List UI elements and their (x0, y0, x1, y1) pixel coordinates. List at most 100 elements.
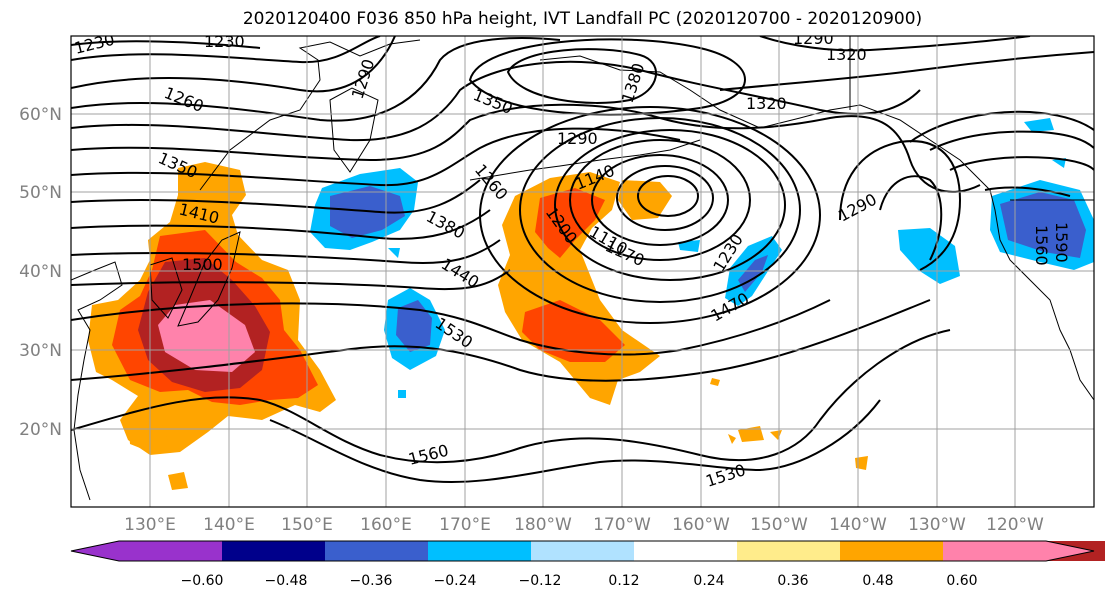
lon-label: 130°E (124, 515, 176, 535)
lon-label: 180°W (514, 515, 572, 535)
colorbar-bin (325, 541, 428, 561)
lon-label: 160°W (672, 515, 730, 535)
height-contour (616, 165, 714, 231)
border-us-canada (849, 36, 1094, 201)
height-contour (71, 269, 511, 291)
contour-label: 1290 (557, 129, 598, 148)
colorbar-tick-label: 0.12 (608, 573, 639, 589)
contour-label: 1500 (182, 255, 223, 274)
height-contour (839, 140, 962, 271)
ivt-positive-region-central-inner (535, 188, 605, 258)
colorbar-tick-label: 0.48 (862, 573, 893, 589)
colorbar-tick-label: 0.24 (693, 573, 724, 589)
height-contour (71, 239, 501, 265)
height-contour (984, 186, 1071, 197)
height-contour (71, 36, 396, 93)
height-contour (879, 175, 943, 261)
lat-label: 60°N (19, 105, 62, 125)
lat-label: 40°N (19, 262, 62, 282)
coastline-asia (71, 261, 123, 501)
colorbar-tick-labels: −0.60 −0.48 −0.36 −0.24 −0.12 0.12 0.24 … (181, 573, 978, 589)
height-contour (71, 179, 481, 214)
height-contour (71, 127, 681, 187)
lon-label: 150°E (281, 515, 333, 535)
contour-label: 1320 (826, 45, 867, 64)
colorbar-bin (840, 541, 943, 561)
ivt-negative-region-midpacific-core (396, 300, 432, 352)
lat-label: 20°N (19, 420, 62, 440)
coastline-siberia (199, 39, 421, 191)
height-contour (554, 129, 786, 281)
height-contour (468, 38, 746, 116)
colorbar-outline (70, 540, 1095, 562)
map-gridlines (71, 36, 1094, 507)
colorbar-tick-label: −0.48 (265, 573, 308, 589)
lon-label: 120°W (986, 515, 1044, 535)
colorbar-bin (634, 541, 737, 561)
longitude-labels: 130°E 140°E 150°E 160°E 170°E 180°W 170°… (124, 515, 1044, 535)
coastline-north-america (989, 189, 1094, 401)
height-contour (71, 40, 261, 49)
coastlines (71, 36, 1094, 501)
ivt-negative-region-pnw (898, 228, 960, 284)
height-contour (479, 106, 821, 324)
colorbar-tick-label: −0.60 (181, 573, 224, 589)
ivt-negative-region-bc (1024, 118, 1066, 168)
height-contour (719, 51, 1094, 91)
lon-label: 130°W (908, 515, 966, 535)
latitude-labels: 60°N 50°N 40°N 30°N 20°N (19, 105, 62, 440)
height-contour (637, 175, 699, 217)
colorbar-tick-label: 0.60 (946, 573, 977, 589)
height-contour (71, 299, 931, 382)
lon-label: 160°E (360, 515, 412, 535)
colorbar-bin (737, 541, 840, 561)
height-contour (71, 60, 921, 142)
height-contour (591, 154, 729, 246)
height-contour (759, 36, 1031, 52)
coastline-korea-japan (149, 231, 241, 327)
colorbar-tick-label: −0.36 (350, 573, 393, 589)
height-contour (71, 209, 491, 240)
height-contour (929, 130, 1094, 151)
lon-label: 150°W (750, 515, 808, 535)
colorbar-tick-label: −0.12 (519, 573, 562, 589)
colorbar-tick-label: −0.24 (434, 573, 477, 589)
map-frame (70, 35, 1095, 508)
height-contour (71, 299, 831, 356)
height-contour (506, 48, 657, 104)
lon-label: 140°W (829, 515, 887, 535)
lon-label: 140°E (203, 515, 255, 535)
height-contour (569, 139, 751, 261)
coastline-kamchatka (329, 87, 379, 173)
height-contours (71, 36, 1094, 483)
lat-label: 30°N (19, 341, 62, 361)
colorbar-bin (531, 541, 634, 561)
height-contour (71, 329, 951, 464)
height-contour (269, 399, 881, 483)
ivt-positive-region-small-1 (128, 418, 168, 452)
ivt-positive-region-small-2 (168, 472, 188, 490)
height-contour (71, 36, 381, 64)
contour-label: 1590 (1052, 222, 1071, 263)
ivt-positive-region-gulf (618, 180, 672, 220)
coastline-aleutians (469, 139, 701, 181)
colorbar (70, 540, 1105, 562)
coastline-alaska (539, 55, 991, 191)
contour-label: 1560 (1032, 225, 1051, 266)
contour-label: 1230 (204, 32, 245, 51)
colorbar-bin (222, 541, 325, 561)
ivt-negative-region-westcoast-core (1000, 192, 1086, 258)
colorbar-bin (943, 541, 1094, 561)
lat-label: 50°N (19, 183, 62, 203)
ivt-positive-region-japan-max (158, 300, 255, 372)
colorbar-tick-label: 0.36 (777, 573, 808, 589)
colorbar-bin (71, 541, 222, 561)
lon-label: 170°E (439, 515, 491, 535)
contour-label: 1320 (746, 94, 787, 113)
colorbar-bin (428, 541, 531, 561)
lon-label: 170°W (593, 515, 651, 535)
contour-label: 1290 (793, 29, 834, 48)
map-title: 2020120400 F036 850 hPa height, IVT Land… (242, 9, 923, 29)
height-contour (949, 156, 1094, 171)
